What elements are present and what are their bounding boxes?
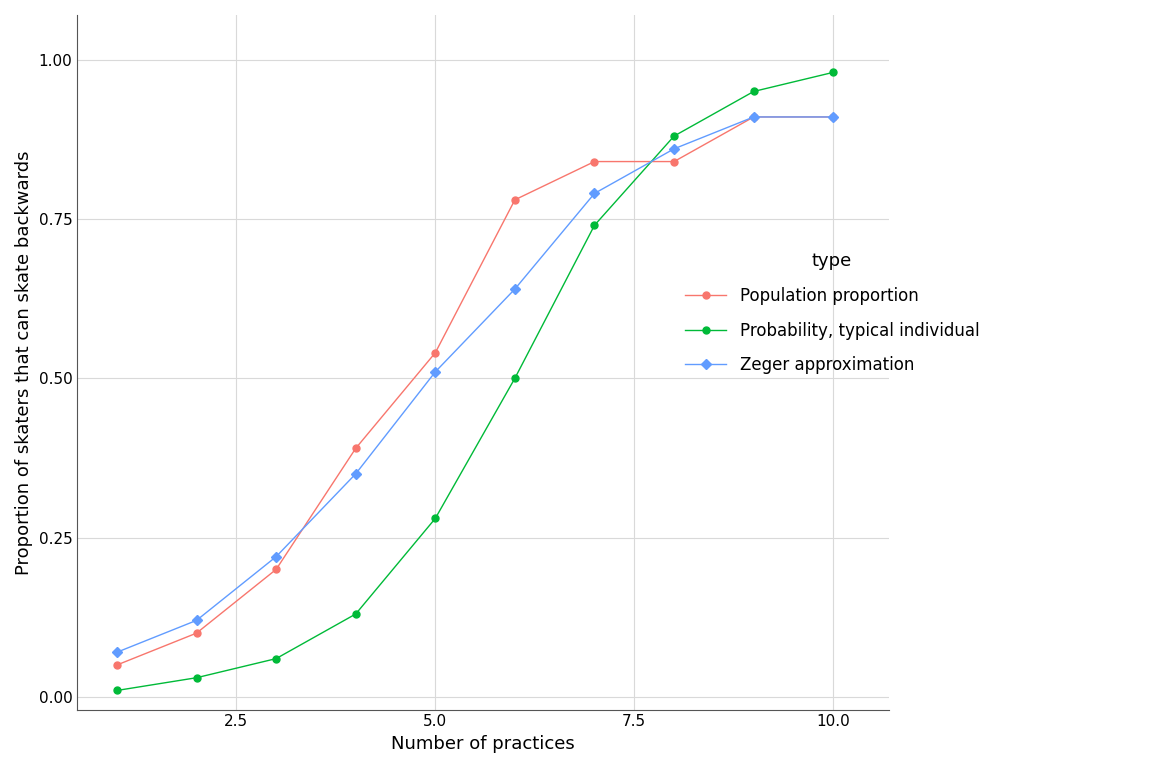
Population proportion [429, 348, 442, 357]
Population proportion [746, 112, 760, 121]
Probability, typical individual [746, 87, 760, 96]
Probability, typical individual [667, 131, 681, 141]
Line: Probability, typical individual: Probability, typical individual [114, 69, 836, 694]
Population proportion [190, 628, 204, 637]
Zeger approximation [190, 616, 204, 625]
Probability, typical individual [270, 654, 283, 664]
Zeger approximation [429, 367, 442, 376]
Population proportion [588, 157, 601, 166]
Population proportion [508, 195, 522, 204]
X-axis label: Number of practices: Number of practices [392, 735, 575, 753]
Probability, typical individual [190, 673, 204, 682]
Population proportion [111, 660, 124, 670]
Zeger approximation [349, 469, 363, 478]
Zeger approximation [508, 284, 522, 293]
Zeger approximation [111, 647, 124, 657]
Probability, typical individual [508, 373, 522, 382]
Y-axis label: Proportion of skaters that can skate backwards: Proportion of skaters that can skate bac… [15, 150, 33, 574]
Zeger approximation [746, 112, 760, 121]
Zeger approximation [826, 112, 840, 121]
Line: Zeger approximation: Zeger approximation [114, 114, 836, 656]
Legend: Population proportion, Probability, typical individual, Zeger approximation: Population proportion, Probability, typi… [679, 246, 986, 381]
Line: Population proportion: Population proportion [114, 114, 836, 668]
Probability, typical individual [588, 220, 601, 230]
Probability, typical individual [429, 514, 442, 523]
Zeger approximation [667, 144, 681, 154]
Population proportion [349, 444, 363, 453]
Population proportion [667, 157, 681, 166]
Zeger approximation [270, 552, 283, 561]
Zeger approximation [588, 189, 601, 198]
Probability, typical individual [111, 686, 124, 695]
Population proportion [270, 564, 283, 574]
Population proportion [826, 112, 840, 121]
Probability, typical individual [349, 609, 363, 618]
Probability, typical individual [826, 68, 840, 77]
